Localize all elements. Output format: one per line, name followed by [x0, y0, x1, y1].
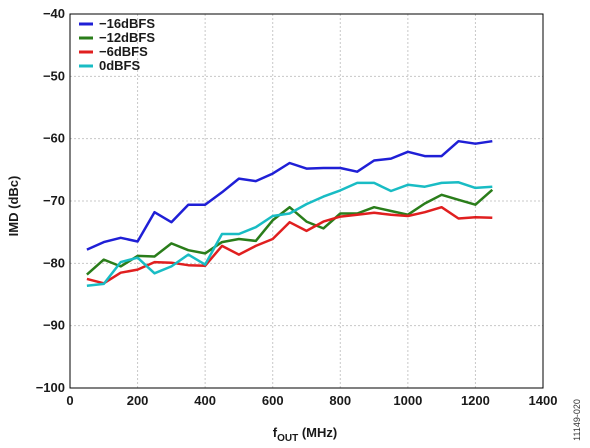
series-line-2 — [86, 205, 493, 285]
y-tick-label: −40 — [43, 6, 65, 21]
y-tick-label: −70 — [43, 193, 65, 208]
grid-lines — [70, 14, 543, 388]
x-tick-label: 200 — [127, 393, 149, 408]
y-tick-label: −90 — [43, 318, 65, 333]
series-line-0 — [86, 139, 493, 251]
y-axis-title: IMD (dBc) — [6, 176, 21, 237]
legend-label: −12dBFS — [99, 30, 155, 45]
x-tick-label: 1000 — [393, 393, 422, 408]
x-tick-labels: 0 200 400 600 800 1000 1200 1400 — [66, 393, 557, 408]
x-tick-label: 400 — [194, 393, 216, 408]
legend-label: −16dBFS — [99, 16, 155, 31]
x-axis-title-main: f — [273, 425, 278, 440]
y-tick-label: −100 — [36, 380, 65, 395]
legend-label: 0dBFS — [99, 58, 141, 73]
x-tick-label: 800 — [329, 393, 351, 408]
x-tick-label: 0 — [66, 393, 73, 408]
x-axis-title: fOUT (MHz) — [273, 425, 337, 444]
x-axis-title-subscript: OUT — [277, 433, 298, 444]
plot-frame — [69, 13, 544, 389]
series-line-1 — [86, 188, 494, 276]
x-tick-label: 600 — [262, 393, 284, 408]
x-axis-title-unit: (MHz) — [298, 425, 337, 440]
series-layer — [86, 139, 494, 288]
x-tick-label: 1400 — [529, 393, 558, 408]
y-tick-label: −50 — [43, 68, 65, 83]
x-tick-label: 1200 — [461, 393, 490, 408]
figure-id: 11149-020 — [572, 399, 582, 441]
y-tick-label: −60 — [43, 131, 65, 146]
y-tick-labels: −40 −50 −60 −70 −80 −90 −100 — [36, 6, 65, 395]
legend-label: −6dBFS — [99, 44, 148, 59]
y-tick-label: −80 — [43, 255, 65, 270]
series-line-3 — [86, 181, 493, 288]
